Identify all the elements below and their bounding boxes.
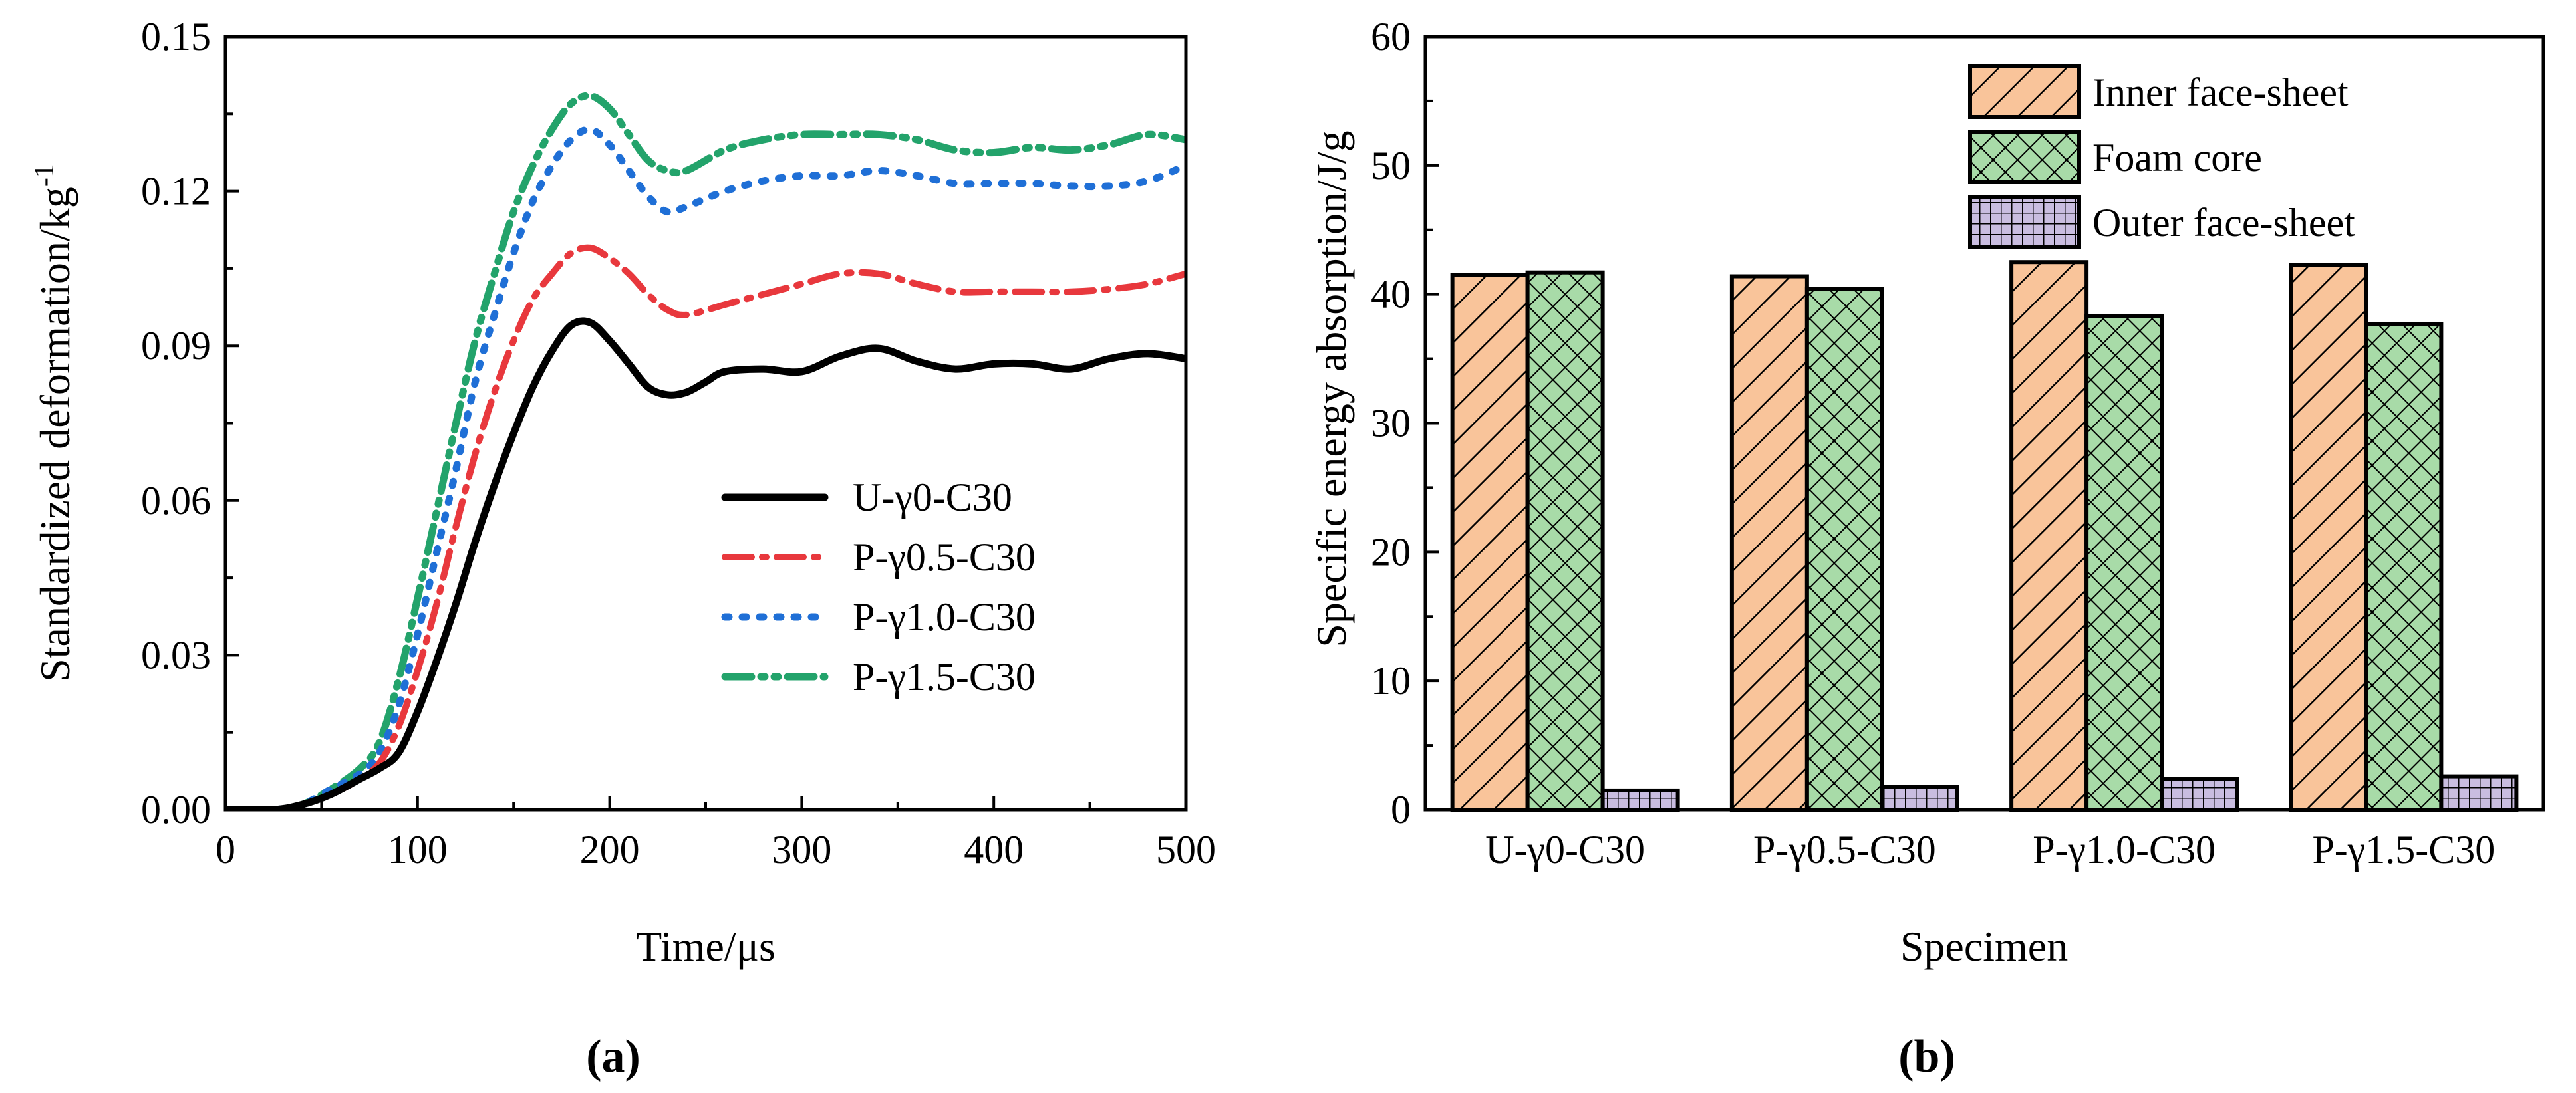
b-y-tick-label: 30 <box>1371 402 1411 445</box>
a-legend: U-γ0-C30 P-γ0.5-C30 P-γ1.0-C30 P-γ1.5-C30 <box>721 475 1036 699</box>
bar-foam-core-u-0-c30 <box>1525 270 1605 812</box>
b-y-tick-label: 40 <box>1371 273 1411 316</box>
b-y-axis-label: Specific energy absorption/J/g <box>1308 130 1355 647</box>
series-line-u-0-c30 <box>225 317 1186 810</box>
b-bars-group <box>1450 260 2519 812</box>
b-y-tick-label: 20 <box>1371 530 1411 574</box>
b-x-tick-label: U-γ0-C30 <box>1485 828 1645 872</box>
bar-chart-panel: 0 10 20 30 40 50 60 U-γ0-C30 P-γ0.5-C30 P-γ1.0-C3… <box>1308 15 2545 1082</box>
a-y-axis-label-sup: -1 <box>29 164 60 187</box>
b-x-axis-label: Specimen <box>1900 923 2068 970</box>
b-y-tick-label: 60 <box>1371 15 1411 59</box>
bar-inner-face-sheet-p-0-5-c30 <box>1729 274 1809 812</box>
a-x-tick-label: 500 <box>1156 828 1216 872</box>
legend-label-p-1-0-c30: P-γ1.0-C30 <box>853 595 1036 639</box>
series-line-p-0-5-c30 <box>225 244 1186 810</box>
legend-swatch-outer-face-sheet <box>1968 195 2081 249</box>
bar-inner-face-sheet-u-0-c30 <box>1450 273 1530 812</box>
a-panel-label: (a) <box>586 1031 641 1082</box>
a-y-tick-label: 0.12 <box>141 170 211 213</box>
legend-swatch-foam-core <box>1968 130 2081 184</box>
a-x-tick-label: 200 <box>580 828 640 872</box>
b-x-tick-label: P-γ1.5-C30 <box>2312 828 2495 872</box>
b-plot-frame <box>1423 35 2545 812</box>
b-legend: Inner face-sheet Foam core Outer face-shee… <box>1968 64 2355 249</box>
bar-outer-face-sheet-p-1-5-c30 <box>2439 774 2519 812</box>
bar-outer-face-sheet-p-0-5-c30 <box>1880 785 1959 812</box>
legend-label-p-0-5-c30: P-γ0.5-C30 <box>853 535 1036 579</box>
a-y-tick-label: 0.06 <box>141 479 211 523</box>
a-x-tick-label: 100 <box>388 828 448 872</box>
series-line-p-1-5-c30 <box>225 92 1186 810</box>
bar-inner-face-sheet-p-1-0-c30 <box>2009 260 2089 812</box>
a-x-tick-label: 300 <box>772 828 831 872</box>
bar-inner-face-sheet-p-1-5-c30 <box>2289 263 2368 812</box>
b-y-tick-label: 50 <box>1371 144 1411 187</box>
a-y-tick-label: 0.03 <box>141 633 211 677</box>
a-y-tick-label: 0.00 <box>141 788 211 832</box>
legend-label-inner-face-sheet: Inner face-sheet <box>2092 70 2349 114</box>
bar-outer-face-sheet-u-0-c30 <box>1600 788 1680 812</box>
legend-label-outer-face-sheet: Outer face-sheet <box>2092 201 2355 245</box>
a-x-tick-label: 400 <box>964 828 1024 872</box>
a-series-group <box>225 92 1186 810</box>
series-line-p-1-0-c30 <box>225 125 1186 810</box>
b-panel-label: (b) <box>1898 1031 1955 1082</box>
b-y-tick-label: 10 <box>1371 659 1411 703</box>
a-y-tick-label: 0.15 <box>141 15 211 59</box>
a-y-axis-label: Standardized deformation/kg-1 <box>29 164 78 682</box>
b-y-tick-label: 0 <box>1391 788 1411 832</box>
bar-outer-face-sheet-p-1-0-c30 <box>2160 777 2239 812</box>
legend-swatch-inner-face-sheet <box>1968 64 2081 119</box>
b-x-tick-label: P-γ1.0-C30 <box>2033 828 2216 872</box>
a-y-axis-label-base: Standardized deformation/kg <box>31 187 78 682</box>
legend-label-p-1-5-c30: P-γ1.5-C30 <box>853 655 1036 699</box>
a-tick-labels: 0 100 200 300 400 500 0.00 0.03 0.06 0.09 0.12 0.15 <box>141 15 1216 872</box>
a-x-axis-label: Time/μs <box>636 923 776 970</box>
b-tick-labels: 0 10 20 30 40 50 60 U-γ0-C30 P-γ0.5-C30 P-γ1.0-C3… <box>1371 15 2495 872</box>
a-plot-frame <box>223 35 1188 812</box>
legend-label-u-0-c30: U-γ0-C30 <box>853 475 1012 519</box>
bar-foam-core-p-0-5-c30 <box>1804 287 1884 812</box>
bar-foam-core-p-1-5-c30 <box>2364 322 2444 812</box>
bar-foam-core-p-1-0-c30 <box>2084 314 2164 812</box>
a-x-tick-label: 0 <box>215 828 235 872</box>
line-chart-panel: 0 100 200 300 400 500 0.00 0.03 0.06 0.09 0.12 0.15… <box>29 15 1216 1082</box>
a-axis-ticks <box>224 35 1187 811</box>
a-y-tick-label: 0.09 <box>141 324 211 368</box>
legend-label-foam-core: Foam core <box>2092 136 2262 180</box>
b-x-tick-label: P-γ0.5-C30 <box>1753 828 1936 872</box>
